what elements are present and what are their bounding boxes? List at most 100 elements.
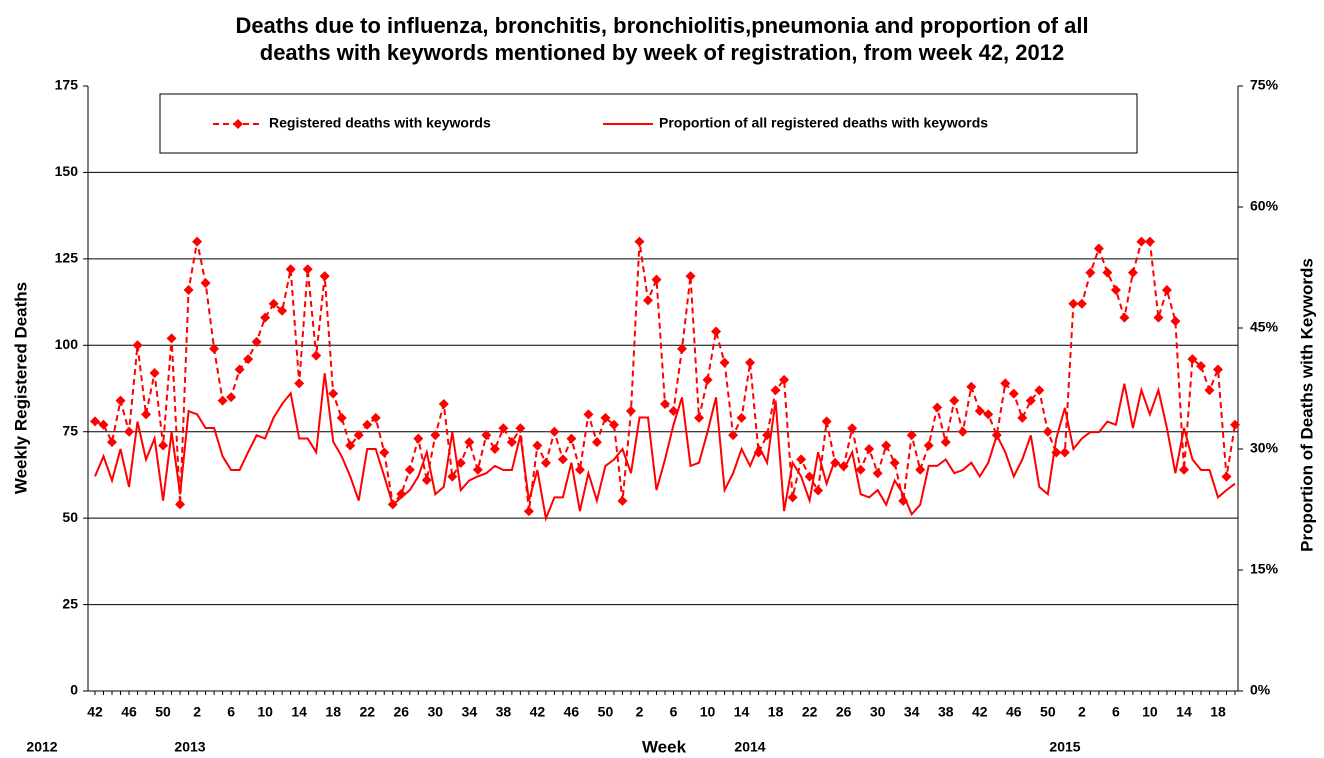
- data-point: [107, 437, 118, 448]
- data-point: [260, 312, 271, 323]
- y-tick-label: 0: [70, 682, 78, 698]
- data-point: [243, 354, 254, 365]
- data-point: [889, 457, 900, 468]
- y-tick-label: 150: [55, 163, 79, 179]
- data-point: [966, 381, 977, 392]
- data-point: [906, 430, 917, 441]
- x-tick-label: 38: [938, 704, 954, 720]
- x-tick-label: 10: [257, 704, 273, 720]
- data-point: [872, 468, 883, 479]
- data-point: [234, 364, 245, 375]
- data-point: [438, 399, 449, 410]
- x-tick-label: 30: [870, 704, 886, 720]
- data-point: [1059, 447, 1070, 458]
- data-point: [175, 499, 186, 510]
- x-tick-label: 42: [530, 704, 546, 720]
- data-point: [745, 357, 756, 368]
- x-tick-label: 14: [734, 704, 750, 720]
- data-point: [1102, 267, 1113, 278]
- x-tick-label: 50: [598, 704, 614, 720]
- data-point: [404, 464, 415, 475]
- year-label: 2015: [1049, 739, 1080, 755]
- data-point: [353, 430, 364, 441]
- data-point: [226, 392, 237, 403]
- data-point: [1119, 312, 1130, 323]
- data-point: [1170, 316, 1181, 327]
- data-point: [1136, 236, 1147, 247]
- data-point: [277, 305, 288, 316]
- y2-tick-label: 15%: [1250, 561, 1279, 577]
- data-point: [464, 437, 475, 448]
- data-point: [821, 416, 832, 427]
- y2-tick-label: 30%: [1250, 440, 1279, 456]
- data-point: [90, 416, 100, 427]
- x-tick-label: 18: [325, 704, 341, 720]
- x-tick-label: 14: [291, 704, 307, 720]
- data-point: [983, 409, 994, 420]
- data-point: [268, 298, 279, 309]
- data-point: [957, 426, 968, 437]
- y2-tick-label: 60%: [1250, 198, 1279, 214]
- data-point: [413, 433, 424, 444]
- data-point: [166, 333, 177, 344]
- data-point: [345, 440, 356, 451]
- y2-tick-label: 0%: [1250, 682, 1271, 698]
- data-point: [200, 278, 211, 289]
- data-point: [328, 388, 339, 399]
- data-point: [940, 437, 951, 448]
- year-label: 2012: [26, 739, 57, 755]
- data-point: [1144, 236, 1155, 247]
- x-tick-label: 46: [121, 704, 137, 720]
- data-point: [651, 274, 662, 285]
- data-point: [158, 440, 169, 451]
- x-tick-label: 10: [700, 704, 716, 720]
- data-point: [489, 444, 500, 454]
- data-point: [1025, 395, 1036, 406]
- data-point: [600, 412, 611, 423]
- x-tick-label: 10: [1142, 704, 1158, 720]
- data-point: [149, 367, 160, 378]
- y2-tick-label: 75%: [1250, 77, 1279, 93]
- y-tick-label: 25: [62, 595, 78, 611]
- data-point: [608, 419, 619, 430]
- data-point: [702, 374, 713, 385]
- x-tick-label: 42: [87, 704, 103, 720]
- year-label: 2013: [174, 739, 205, 755]
- data-point: [813, 485, 824, 496]
- data-point: [1161, 284, 1172, 295]
- x-tick-label: 18: [768, 704, 784, 720]
- data-point: [779, 374, 790, 385]
- x-tick-label: 2: [1078, 704, 1086, 720]
- data-point: [804, 471, 815, 482]
- data-point: [923, 440, 934, 451]
- data-point: [124, 426, 135, 437]
- data-point: [251, 336, 262, 347]
- x-tick-label: 14: [1176, 704, 1192, 720]
- data-point: [881, 440, 892, 451]
- x-axis-title: Week: [642, 737, 687, 756]
- data-point: [557, 454, 568, 465]
- data-point: [455, 457, 466, 468]
- data-point: [447, 471, 458, 482]
- legend-marker: [233, 119, 243, 129]
- x-tick-label: 46: [564, 704, 580, 720]
- data-point: [472, 464, 483, 475]
- data-point: [719, 357, 730, 368]
- data-point: [540, 457, 551, 468]
- data-point: [523, 506, 534, 517]
- data-point: [379, 447, 390, 458]
- y-tick-label: 50: [62, 509, 78, 525]
- data-point: [787, 492, 798, 503]
- data-point: [498, 423, 509, 434]
- data-point: [1085, 267, 1096, 278]
- data-point: [430, 430, 441, 441]
- data-point: [549, 426, 560, 437]
- data-point: [566, 433, 577, 444]
- data-point: [583, 409, 594, 420]
- chart-title: Deaths due to influenza, bronchitis, bro…: [235, 13, 1088, 38]
- data-point: [864, 444, 875, 454]
- data-point: [285, 264, 296, 275]
- data-point: [481, 430, 492, 441]
- data-point: [98, 419, 109, 430]
